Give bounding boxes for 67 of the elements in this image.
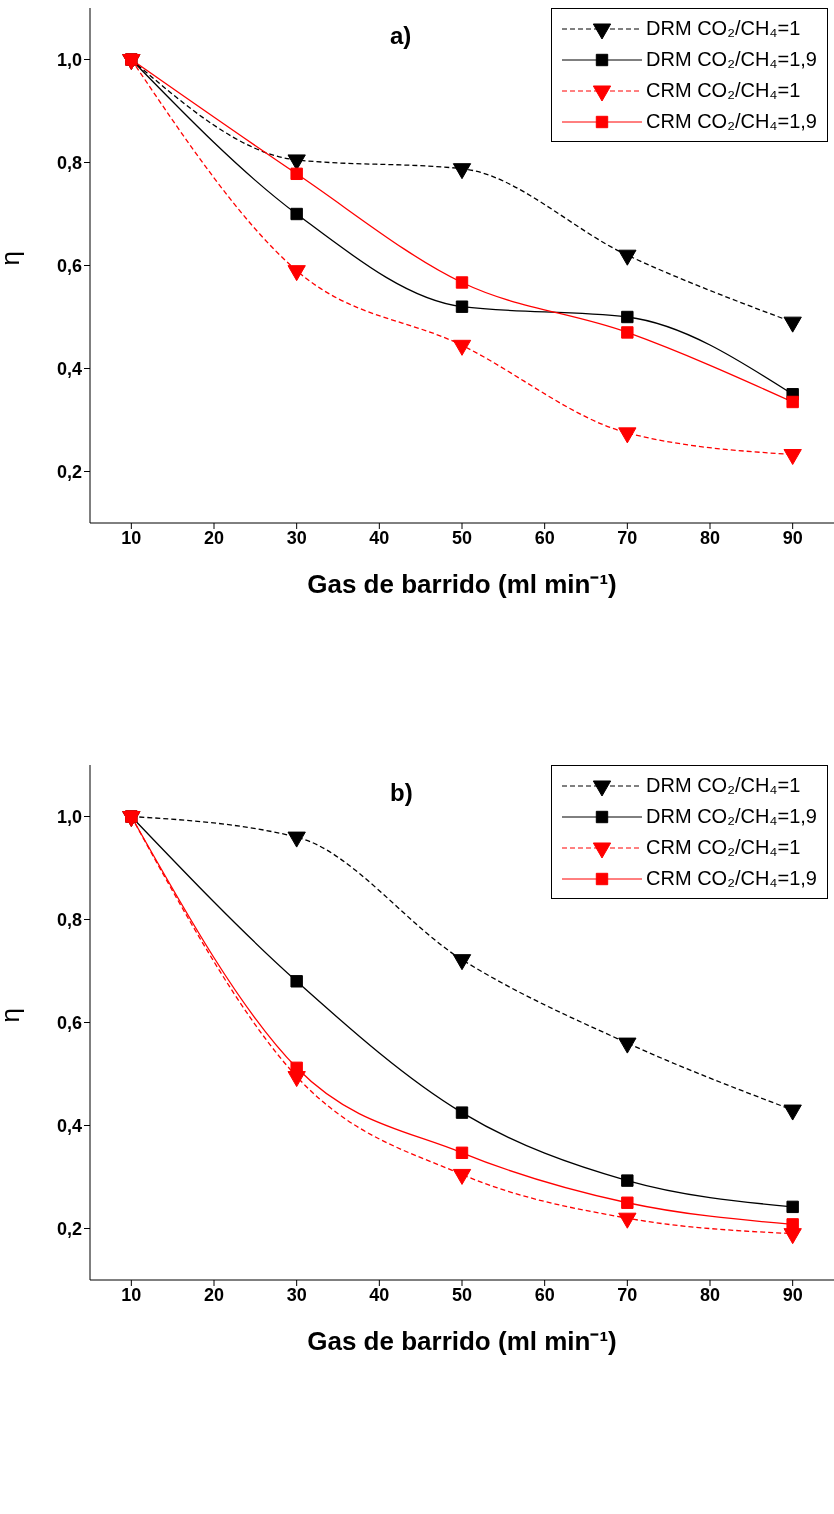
y-tick-label: 1,0 (56, 49, 82, 70)
x-tick-label: 30 (286, 1284, 307, 1305)
x-tick-label: 50 (451, 1284, 473, 1305)
y-tick-label: 0,4 (56, 1115, 82, 1136)
x-tick-label: 90 (782, 1284, 803, 1305)
legend-label: DRM CO₂/CH₄=1 (646, 17, 801, 40)
y-tick-label: 0,8 (56, 909, 82, 930)
point (621, 326, 634, 339)
point (290, 975, 303, 988)
point (290, 167, 303, 181)
point (786, 395, 799, 409)
point (455, 276, 469, 289)
point (621, 1196, 634, 1209)
point (783, 1104, 802, 1121)
point (786, 1200, 799, 1214)
x-tick-label: 60 (534, 1284, 555, 1305)
x-tick-label: 90 (782, 527, 803, 548)
x-tick-label: 10 (121, 1284, 142, 1305)
x-tick-label: 40 (369, 527, 390, 548)
legend-label: CRM CO₂/CH₄=1 (646, 836, 801, 859)
x-tick-label: 20 (203, 527, 225, 548)
x-tick-label: 60 (534, 527, 555, 548)
y-tick-label: 0,8 (56, 152, 82, 173)
legend-label: DRM CO₂/CH₄=1,9 (646, 805, 817, 828)
annotation: a) (390, 22, 412, 50)
legend-label: CRM CO₂/CH₄=1,9 (646, 110, 817, 133)
point (618, 249, 637, 266)
legend-label: CRM CO₂/CH₄=1,9 (646, 867, 817, 890)
y-tick-label: 0,2 (56, 1218, 82, 1239)
y-tick-label: 0,4 (56, 358, 82, 379)
point (452, 954, 472, 971)
x-tick-label: 30 (286, 527, 307, 548)
x-tick-label: 40 (369, 1284, 390, 1305)
y-tick-label: 1,0 (56, 806, 82, 827)
legend-label: DRM CO₂/CH₄=1,9 (646, 48, 817, 71)
x-axis-title: Gas de barrido (ml min⁻¹) (307, 569, 617, 599)
y-axis-title: η (0, 1008, 26, 1023)
point (618, 427, 637, 444)
x-tick-label: 50 (451, 527, 473, 548)
y-tick-label: 0,6 (56, 255, 82, 276)
x-tick-label: 80 (699, 1284, 721, 1305)
point (455, 1106, 469, 1119)
x-tick-label: 80 (699, 527, 721, 548)
point (621, 1174, 634, 1187)
point (618, 1037, 637, 1054)
legend-label: DRM CO₂/CH₄=1 (646, 774, 801, 797)
y-tick-label: 0,2 (56, 461, 82, 482)
x-tick-label: 20 (203, 1284, 225, 1305)
point (455, 300, 469, 313)
y-tick-label: 0,6 (56, 1012, 82, 1033)
point (621, 310, 634, 324)
x-tick-label: 70 (617, 1284, 638, 1305)
point (783, 316, 802, 333)
point (287, 831, 306, 848)
legend-label: CRM CO₂/CH₄=1 (646, 79, 801, 102)
point (452, 163, 472, 180)
y-axis-title: η (0, 251, 26, 266)
point (287, 265, 306, 282)
annotation: b) (390, 779, 413, 807)
x-axis-title: Gas de barrido (ml min⁻¹) (307, 1326, 617, 1356)
point (452, 339, 472, 356)
point (290, 207, 303, 221)
point (618, 1212, 637, 1229)
point (452, 1168, 472, 1185)
x-tick-label: 70 (617, 527, 638, 548)
x-tick-label: 10 (121, 527, 142, 548)
point (455, 1146, 469, 1159)
